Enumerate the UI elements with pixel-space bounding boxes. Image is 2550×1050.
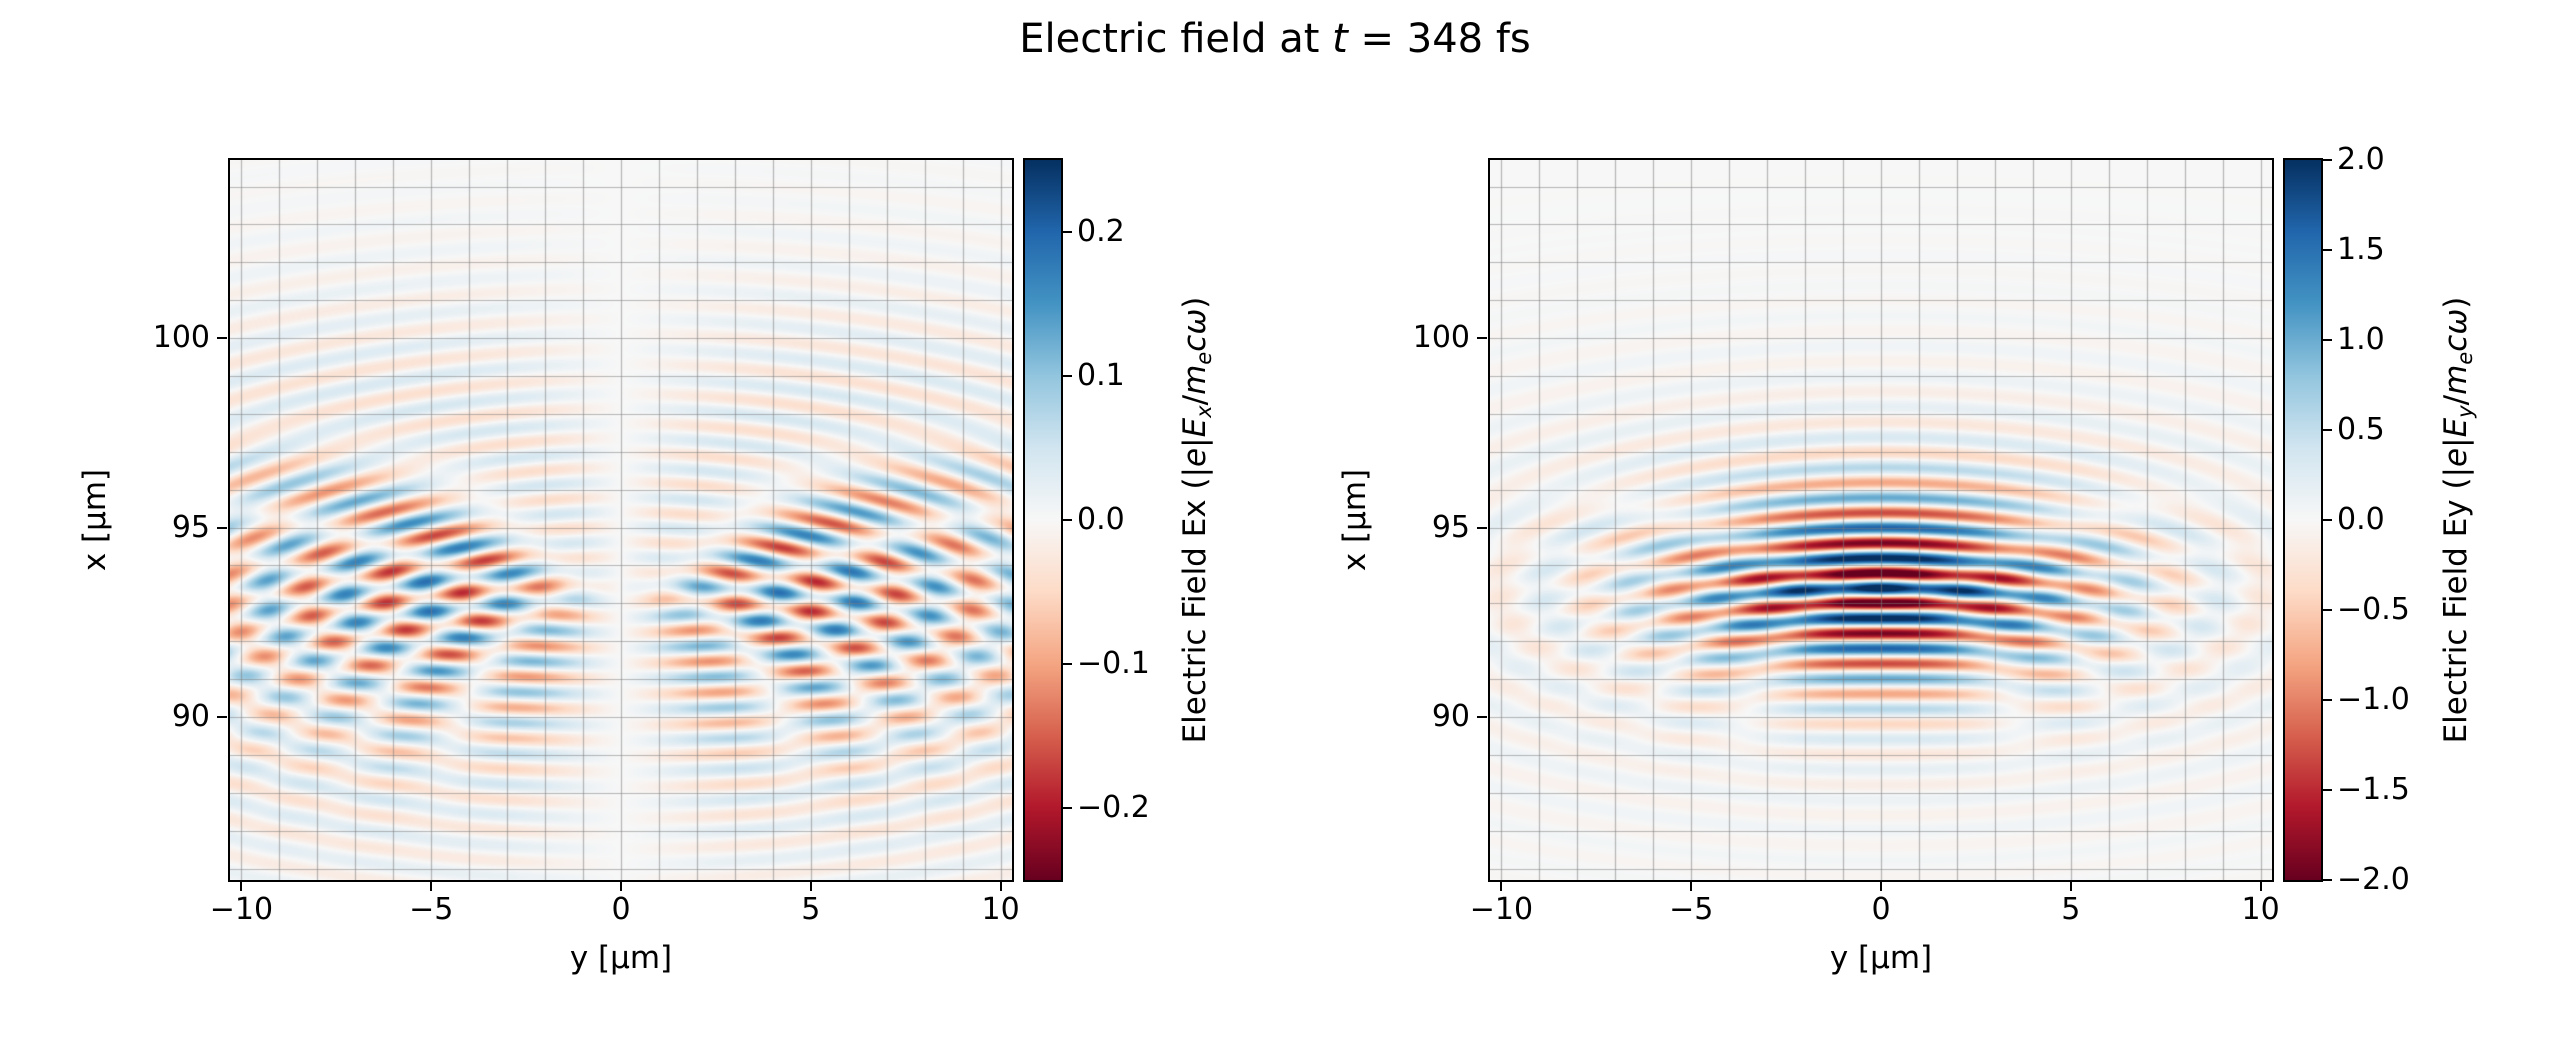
x-tick-mark bbox=[999, 882, 1002, 891]
x-tick-label: −10 bbox=[1469, 892, 1534, 927]
ex-heatmap-panel bbox=[228, 158, 1014, 882]
ex-heatmap-canvas bbox=[230, 160, 1012, 880]
x-tick-label: 5 bbox=[801, 892, 821, 927]
ex-colorbar bbox=[1023, 158, 1063, 882]
colorbar-tick-label: 0.5 bbox=[2337, 412, 2385, 447]
x-tick-mark bbox=[1690, 882, 1693, 891]
ex-x-axis-label: y [μm] bbox=[569, 940, 673, 976]
y-tick-label: 90 bbox=[1431, 699, 1470, 735]
y-tick-label: 100 bbox=[1412, 320, 1470, 356]
y-tick-mark bbox=[1477, 526, 1487, 529]
colorbar-tick-label: −0.2 bbox=[1077, 790, 1150, 825]
x-tick-mark bbox=[2259, 882, 2262, 891]
x-tick-mark bbox=[240, 882, 243, 891]
colorbar-tick-label: 2.0 bbox=[2337, 142, 2385, 177]
colorbar-tick-label: 0.2 bbox=[1077, 214, 1125, 249]
x-tick-label: 5 bbox=[2061, 892, 2081, 927]
x-tick-label: −10 bbox=[209, 892, 274, 927]
y-tick-mark bbox=[1477, 337, 1487, 340]
x-tick-mark bbox=[430, 882, 433, 891]
colorbar-tick-mark bbox=[1063, 519, 1072, 521]
x-tick-mark bbox=[1880, 882, 1882, 891]
y-tick-mark bbox=[217, 337, 227, 340]
colorbar-tick-label: 0.0 bbox=[1077, 502, 1125, 537]
colorbar-tick-mark bbox=[2323, 339, 2332, 341]
y-tick-mark bbox=[217, 716, 227, 719]
ex-y-axis-label: x [μm] bbox=[77, 468, 113, 572]
x-tick-label: 10 bbox=[981, 892, 1020, 927]
colorbar-tick-mark bbox=[1063, 807, 1072, 809]
figure-title: Electric field at t = 348 fs bbox=[1019, 16, 1531, 62]
colorbar-tick-mark bbox=[2323, 699, 2332, 701]
colorbar-tick-mark bbox=[1063, 663, 1072, 665]
colorbar-tick-label: −1.5 bbox=[2337, 772, 2410, 807]
x-tick-label: 10 bbox=[2241, 892, 2280, 927]
x-tick-mark bbox=[1500, 882, 1503, 891]
colorbar-tick-mark bbox=[2323, 879, 2332, 881]
y-tick-mark bbox=[217, 526, 227, 529]
x-tick-label: −5 bbox=[1669, 892, 1714, 927]
x-tick-label: 0 bbox=[611, 892, 631, 927]
colorbar-tick-label: 1.0 bbox=[2337, 322, 2385, 357]
x-tick-mark bbox=[620, 882, 622, 891]
colorbar-tick-mark bbox=[2323, 249, 2332, 251]
colorbar-tick-mark bbox=[2323, 519, 2332, 521]
y-tick-label: 100 bbox=[152, 320, 210, 356]
colorbar-tick-mark bbox=[1063, 231, 1072, 233]
colorbar-tick-label: −1.0 bbox=[2337, 682, 2410, 717]
x-tick-label: 0 bbox=[1871, 892, 1891, 927]
y-tick-label: 90 bbox=[171, 699, 210, 735]
colorbar-tick-mark bbox=[1063, 375, 1072, 377]
colorbar-tick-label: 1.5 bbox=[2337, 232, 2385, 267]
ey-heatmap-canvas bbox=[1490, 160, 2272, 880]
colorbar-tick-label: 0.1 bbox=[1077, 358, 1125, 393]
colorbar-tick-label: −0.5 bbox=[2337, 592, 2410, 627]
y-tick-label: 95 bbox=[1431, 509, 1470, 545]
colorbar-tick-mark bbox=[2323, 429, 2332, 431]
ey-colorbar bbox=[2283, 158, 2323, 882]
colorbar-tick-mark bbox=[2323, 609, 2332, 611]
colorbar-tick-mark bbox=[2323, 789, 2332, 791]
colorbar-tick-label: 0.0 bbox=[2337, 502, 2385, 537]
ey-y-axis-label: x [μm] bbox=[1337, 468, 1373, 572]
ey-x-axis-label: y [μm] bbox=[1829, 940, 1933, 976]
x-tick-label: −5 bbox=[409, 892, 454, 927]
y-tick-label: 95 bbox=[171, 509, 210, 545]
x-tick-mark bbox=[2069, 882, 2072, 891]
ey-heatmap-panel bbox=[1488, 158, 2274, 882]
colorbar-tick-label: −0.1 bbox=[1077, 646, 1150, 681]
colorbar-tick-label: −2.0 bbox=[2337, 862, 2410, 897]
y-tick-mark bbox=[1477, 716, 1487, 719]
colorbar-tick-mark bbox=[2323, 159, 2332, 161]
x-tick-mark bbox=[809, 882, 812, 891]
